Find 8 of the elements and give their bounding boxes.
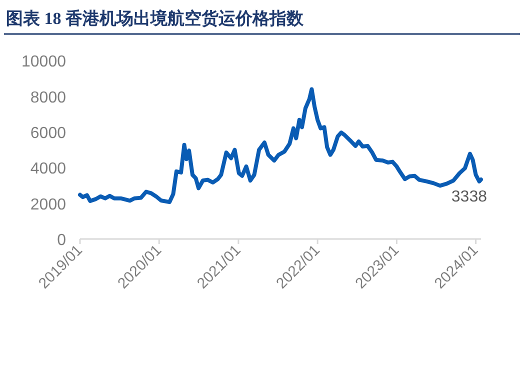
y-tick-label: 10000 (22, 54, 66, 71)
y-tick-label: 4000 (30, 160, 66, 178)
y-tick-label: 6000 (30, 125, 66, 142)
annotation: 3338 (451, 188, 488, 206)
y-tick-label: 0 (57, 232, 66, 249)
chart-title: 图表 18 香港机场出境航空货运价格指数 (6, 9, 304, 28)
y-tick-label: 2000 (30, 196, 66, 214)
y-tick-label: 8000 (30, 89, 66, 106)
